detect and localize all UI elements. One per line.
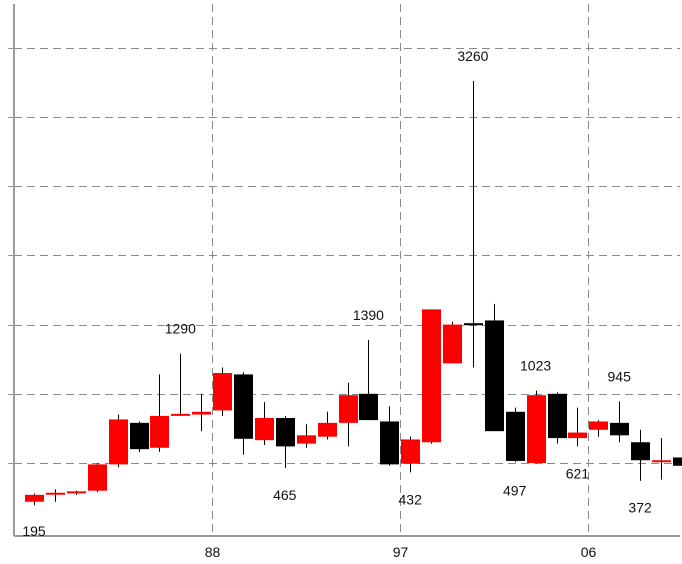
candle-body [339,395,358,423]
candle-7 [150,374,169,452]
candle-23 [485,303,504,432]
candle-body [631,442,650,461]
candles [25,81,682,506]
grid [14,4,680,536]
candle-body [276,418,295,447]
candle-31 [652,438,671,480]
candle-body [652,460,671,463]
candle-29 [610,401,629,443]
annotation-label: 432 [399,491,423,507]
candle-30 [631,429,650,481]
candle-body [88,464,107,491]
candle-body [46,492,65,495]
candle-28 [589,420,608,437]
annotation-label: 1390 [353,307,384,323]
x-tick-label: 97 [393,544,409,560]
x-tick-label: 06 [581,544,597,560]
candle-body [25,494,44,502]
candle-body [422,309,441,443]
candle-18 [380,406,399,466]
axes [8,4,680,537]
annotation-label: 3260 [457,48,488,64]
candle-body [234,374,253,439]
candle-body [130,422,149,450]
candle-22 [464,81,483,368]
candle-body [255,418,274,441]
candle-body [548,393,567,439]
candle-3 [67,490,86,495]
labels: 88 97 06 195 1290 465 1390 432 3260 497 1023 621 945… [22,48,652,560]
candle-16 [339,382,358,447]
candle-body [443,324,462,364]
candle-19 [401,436,420,473]
candle-27 [568,407,587,447]
candle-26 [548,392,567,444]
candle-4 [88,463,107,493]
candle-body [485,320,504,432]
candle-8 [171,353,190,416]
candle-21 [443,321,462,364]
annotation-label: 497 [503,482,527,498]
candle-5 [109,414,128,468]
annotation-label: 372 [628,500,652,516]
annotation-label: 1290 [165,321,196,337]
candle-body [527,395,546,463]
candle-32 [673,457,682,466]
candle-2 [46,489,65,502]
candle-body [213,373,232,411]
candle-body [318,422,337,437]
candle-20 [422,309,441,444]
annotation-label: 945 [608,368,632,384]
annotation-label: 1023 [520,358,551,374]
candle-15 [318,411,337,440]
candle-1 [25,493,44,506]
candle-body [589,421,608,430]
candle-24 [506,407,525,463]
candle-body [359,393,378,421]
candle-body [401,439,420,464]
candle-13 [276,415,295,468]
candle-body [109,419,128,465]
annotation-label: 465 [273,487,297,503]
candle-body [150,415,169,448]
candle-25 [527,390,546,464]
candle-body [171,413,190,416]
candle-12 [255,402,274,446]
candle-11 [234,372,253,455]
candle-body [464,323,483,326]
candle-body [297,435,316,444]
candle-body [380,421,399,465]
candle-body [610,422,629,436]
annotation-label: 621 [566,465,590,481]
x-tick-label: 88 [205,544,221,560]
candle-10 [213,367,232,416]
annotation-label: 195 [22,523,46,539]
candle-body [506,411,525,461]
candle-9 [192,393,211,432]
candle-6 [130,421,149,452]
candle-17 [359,339,378,421]
candle-body [568,432,587,439]
candle-body [673,457,682,466]
candle-body [192,411,211,415]
candle-body [67,491,86,494]
candle-14 [297,424,316,448]
